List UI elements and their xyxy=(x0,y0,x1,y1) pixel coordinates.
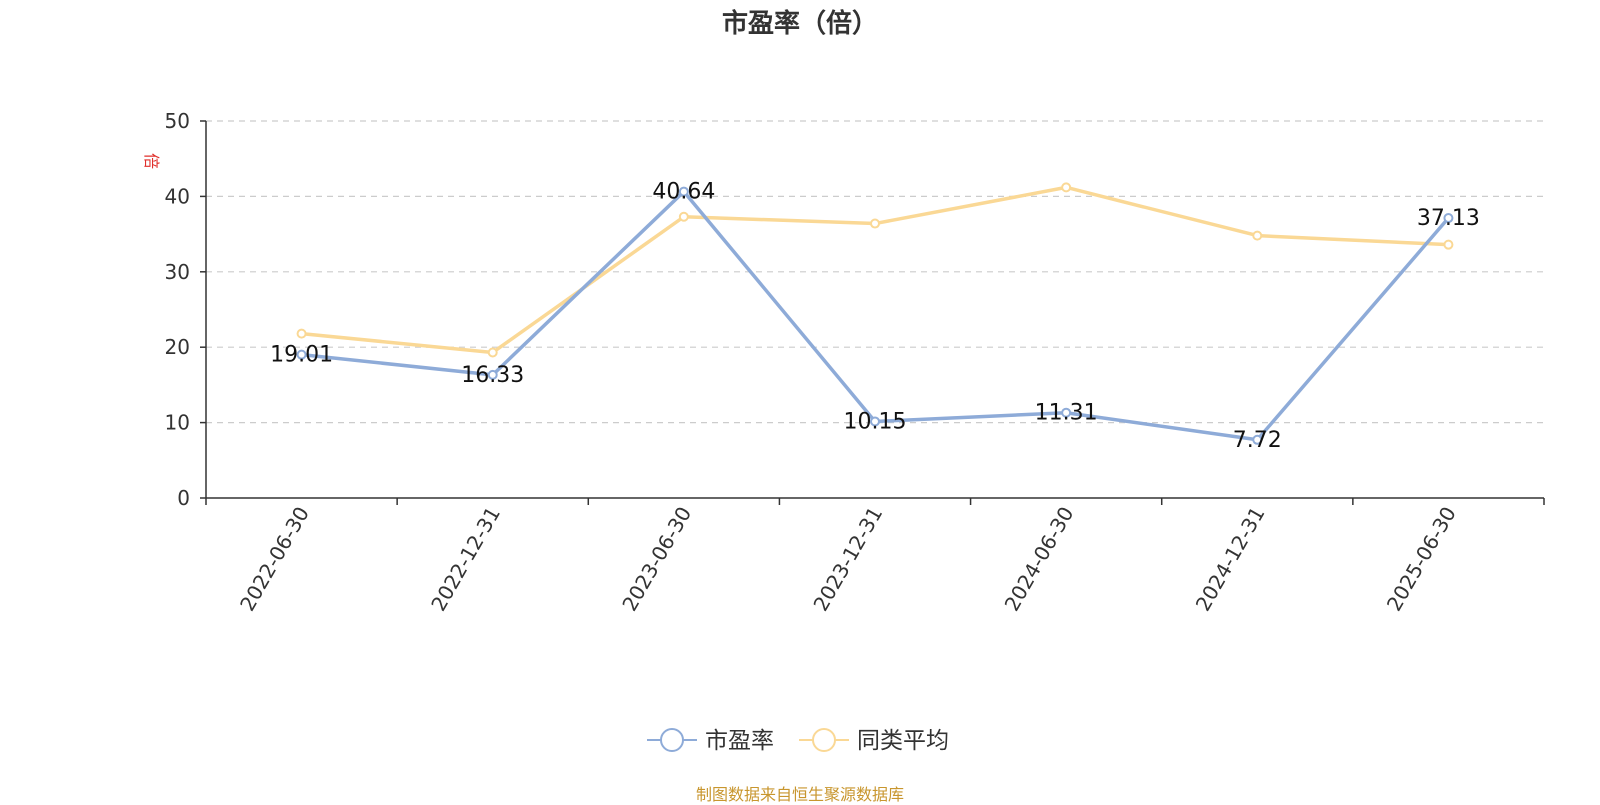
data-label: 11.31 xyxy=(1035,401,1098,426)
data-label: 37.13 xyxy=(1417,206,1480,231)
y-tick-label: 40 xyxy=(165,184,190,208)
data-point[interactable] xyxy=(1252,230,1263,241)
data-point[interactable] xyxy=(487,369,498,380)
series-line-0 xyxy=(301,189,1450,442)
legend[interactable]: 市盈率 同类平均 xyxy=(647,728,949,754)
y-axis-label: 倍 xyxy=(142,153,161,169)
data-point[interactable] xyxy=(870,218,880,229)
legend-label: 市盈率 xyxy=(705,728,774,754)
data-label: 19.01 xyxy=(270,343,333,368)
x-tick-label: 2024-06-30 xyxy=(1000,503,1079,616)
legend-marker xyxy=(812,728,836,752)
data-point[interactable] xyxy=(1443,239,1454,250)
legend-marker xyxy=(660,728,684,752)
grid-lines xyxy=(206,120,1544,424)
chart-title: 市盈率（倍） xyxy=(722,8,878,39)
x-tick-label: 2022-06-30 xyxy=(235,503,314,616)
x-tick-label: 2025-06-30 xyxy=(1382,503,1461,616)
x-tick-label: 2024-12-31 xyxy=(1191,503,1270,616)
data-point[interactable] xyxy=(678,211,689,222)
data-label: 7.72 xyxy=(1233,428,1282,453)
series-line-1 xyxy=(301,185,1449,355)
legend-item-1[interactable]: 同类平均 xyxy=(799,728,949,754)
x-tick-label: 2022-12-31 xyxy=(426,503,505,616)
y-tick-label: 30 xyxy=(165,260,190,284)
data-source-note: 制图数据来自恒生聚源数据库 xyxy=(695,785,904,804)
data-label: 16.33 xyxy=(461,363,524,388)
data-point[interactable] xyxy=(296,349,307,360)
data-label: 10.15 xyxy=(844,409,907,434)
data-point[interactable] xyxy=(1061,182,1072,193)
x-tick-label: 2023-12-31 xyxy=(808,503,887,616)
data-point[interactable] xyxy=(487,347,498,358)
y-tick-label: 10 xyxy=(165,411,190,435)
y-tick-label: 0 xyxy=(177,486,190,510)
data-point[interactable] xyxy=(1061,407,1072,418)
series-lines xyxy=(296,182,1454,445)
x-tick-label: 2023-06-30 xyxy=(617,503,696,616)
data-point[interactable] xyxy=(296,328,307,339)
legend-label: 同类平均 xyxy=(857,728,949,754)
data-point[interactable] xyxy=(870,416,880,427)
data-point[interactable] xyxy=(1252,434,1263,445)
data-point[interactable] xyxy=(678,186,689,197)
legend-item-0[interactable]: 市盈率 xyxy=(647,728,774,754)
data-point[interactable] xyxy=(1443,213,1454,224)
y-tick-label: 20 xyxy=(165,335,190,359)
data-labels: 19.01 16.33 40.64 10.15 11.31 7.72 37.13 xyxy=(270,180,1480,453)
data-label: 40.64 xyxy=(652,180,715,205)
y-tick-label: 50 xyxy=(165,109,190,133)
